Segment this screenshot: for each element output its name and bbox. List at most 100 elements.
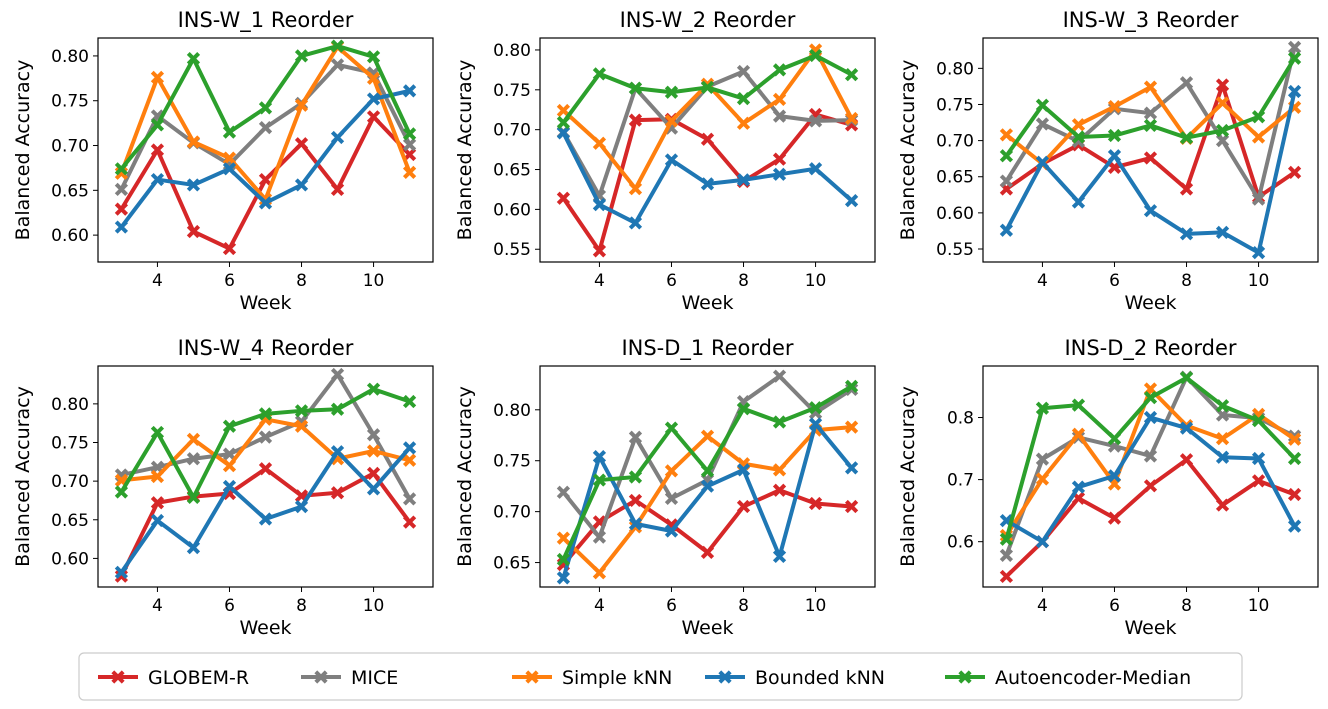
x-axis-label: Week: [681, 617, 733, 639]
plot-area: [97, 37, 434, 263]
chart-title: INS-W_1 Reorder: [178, 8, 354, 33]
y-tick-label: 0.70: [51, 137, 89, 157]
y-tick-label: 0.55: [493, 240, 531, 260]
x-tick-label: 6: [1109, 271, 1120, 291]
data-point-globem-r: [1215, 498, 1230, 512]
data-point-simple-knn: [664, 114, 679, 128]
data-point-simple-knn: [1215, 96, 1230, 110]
y-tick-label: 0.80: [51, 47, 89, 67]
data-point-globem-r: [114, 202, 129, 216]
data-point-autoencoder-median: [222, 419, 237, 433]
data-point-bounded-knn: [114, 565, 129, 579]
data-point-bounded-knn: [556, 571, 571, 585]
data-point-simple-knn: [222, 151, 237, 165]
data-point-bounded-knn: [1071, 195, 1086, 209]
data-point-autoencoder-median: [114, 162, 129, 176]
y-tick-label: 0.60: [51, 226, 89, 246]
data-point-mice: [1251, 192, 1266, 206]
data-point-autoencoder-median: [700, 80, 715, 95]
legend-entry-mice: MICE: [301, 667, 398, 689]
x-tick-label: 10: [363, 596, 385, 616]
data-point-bounded-knn: [1107, 469, 1122, 483]
data-point-mice: [1035, 117, 1050, 131]
legend-entry-simple-knn: Simple kNN: [512, 667, 672, 689]
data-point-globem-r: [330, 182, 345, 197]
x-tick-label: 6: [224, 271, 235, 291]
data-point-globem-r: [556, 191, 571, 205]
data-point-bounded-knn: [628, 517, 643, 531]
y-tick-label: 0.75: [936, 95, 974, 115]
x-axis-label: Week: [239, 292, 291, 314]
legend-marker: [718, 670, 732, 684]
x-tick-label: 8: [1181, 271, 1192, 291]
data-point-mice: [330, 367, 345, 382]
data-point-bounded-knn: [402, 84, 417, 98]
legend-marker: [314, 670, 328, 684]
data-point-mice: [628, 430, 643, 444]
data-point-mice: [772, 369, 787, 383]
chart-panel-6: INS-D_2 Reorder 4 6 8 10 0.6 0.7 0.8 Week Balance…: [897, 336, 1319, 639]
data-point-simple-knn: [592, 566, 607, 580]
data-point-mice: [402, 492, 417, 506]
y-tick-label: 0.60: [936, 204, 974, 224]
data-point-mice: [1215, 133, 1230, 148]
data-point-bounded-knn: [1251, 451, 1266, 466]
legend-entry-globem-r: GLOBEM-R: [98, 667, 249, 689]
chart-panel-4: INS-W_4 Reorder 4 6 8 10 0.60 0.65 0.70 0.75 0.80…: [12, 336, 434, 639]
data-point-mice: [258, 120, 273, 135]
data-point-globem-r: [114, 569, 129, 583]
data-point-simple-knn: [999, 128, 1014, 142]
data-point-bounded-knn: [150, 513, 165, 528]
data-point-autoencoder-median: [366, 382, 381, 396]
data-point-autoencoder-median: [1287, 51, 1302, 65]
x-tick-label: 4: [152, 596, 163, 616]
data-point-simple-knn: [736, 116, 751, 130]
legend-marker: [111, 670, 125, 684]
data-point-autoencoder-median: [628, 81, 643, 95]
legend-label: GLOBEM-R: [148, 667, 249, 689]
data-point-autoencoder-median: [1143, 391, 1158, 405]
data-point-mice: [366, 428, 381, 442]
y-tick-label: 0.75: [493, 81, 531, 101]
chart-panel-3: INS-W_3 Reorder 4 6 8 10 0.55 0.60 0.65 0.70 0.75…: [897, 8, 1319, 314]
data-point-simple-knn: [556, 103, 571, 118]
data-point-autoencoder-median: [1251, 414, 1266, 428]
data-point-mice: [258, 430, 273, 444]
data-point-globem-r: [592, 244, 607, 258]
data-point-autoencoder-median: [1287, 451, 1302, 466]
data-point-simple-knn: [844, 111, 859, 126]
y-tick-label: 0.70: [493, 121, 531, 141]
y-axis-label: Balanced Accuracy: [12, 60, 34, 241]
data-point-bounded-knn: [1287, 84, 1302, 99]
y-axis-label: Balanced Accuracy: [897, 386, 919, 567]
data-point-globem-r: [1179, 182, 1194, 196]
data-point-autoencoder-median: [330, 402, 345, 416]
data-point-autoencoder-median: [772, 415, 787, 429]
data-point-globem-r: [222, 241, 237, 256]
x-tick-label: 6: [224, 596, 235, 616]
data-point-bounded-knn: [294, 500, 309, 514]
x-tick-label: 8: [738, 271, 749, 291]
plot-area: [982, 37, 1319, 263]
data-point-autoencoder-median: [999, 532, 1014, 546]
data-point-bounded-knn: [186, 540, 201, 555]
y-tick-label: 0.80: [936, 59, 974, 79]
data-point-simple-knn: [628, 182, 643, 196]
data-point-bounded-knn: [1251, 245, 1266, 260]
data-point-autoencoder-median: [999, 149, 1014, 163]
data-point-autoencoder-median: [150, 118, 165, 132]
data-point-autoencoder-median: [1035, 401, 1050, 415]
data-point-bounded-knn: [772, 167, 787, 181]
data-point-autoencoder-median: [556, 552, 571, 567]
y-tick-label: 0.80: [493, 401, 531, 421]
data-point-bounded-knn: [999, 223, 1014, 237]
data-point-bounded-knn: [114, 220, 129, 234]
x-tick-label: 10: [1248, 596, 1270, 616]
data-point-globem-r: [844, 499, 859, 514]
data-point-simple-knn: [150, 70, 165, 85]
series-group: [114, 367, 417, 583]
data-point-mice: [114, 182, 129, 197]
data-point-mice: [402, 138, 417, 152]
x-tick-label: 8: [1181, 596, 1192, 616]
data-point-autoencoder-median: [366, 50, 381, 64]
